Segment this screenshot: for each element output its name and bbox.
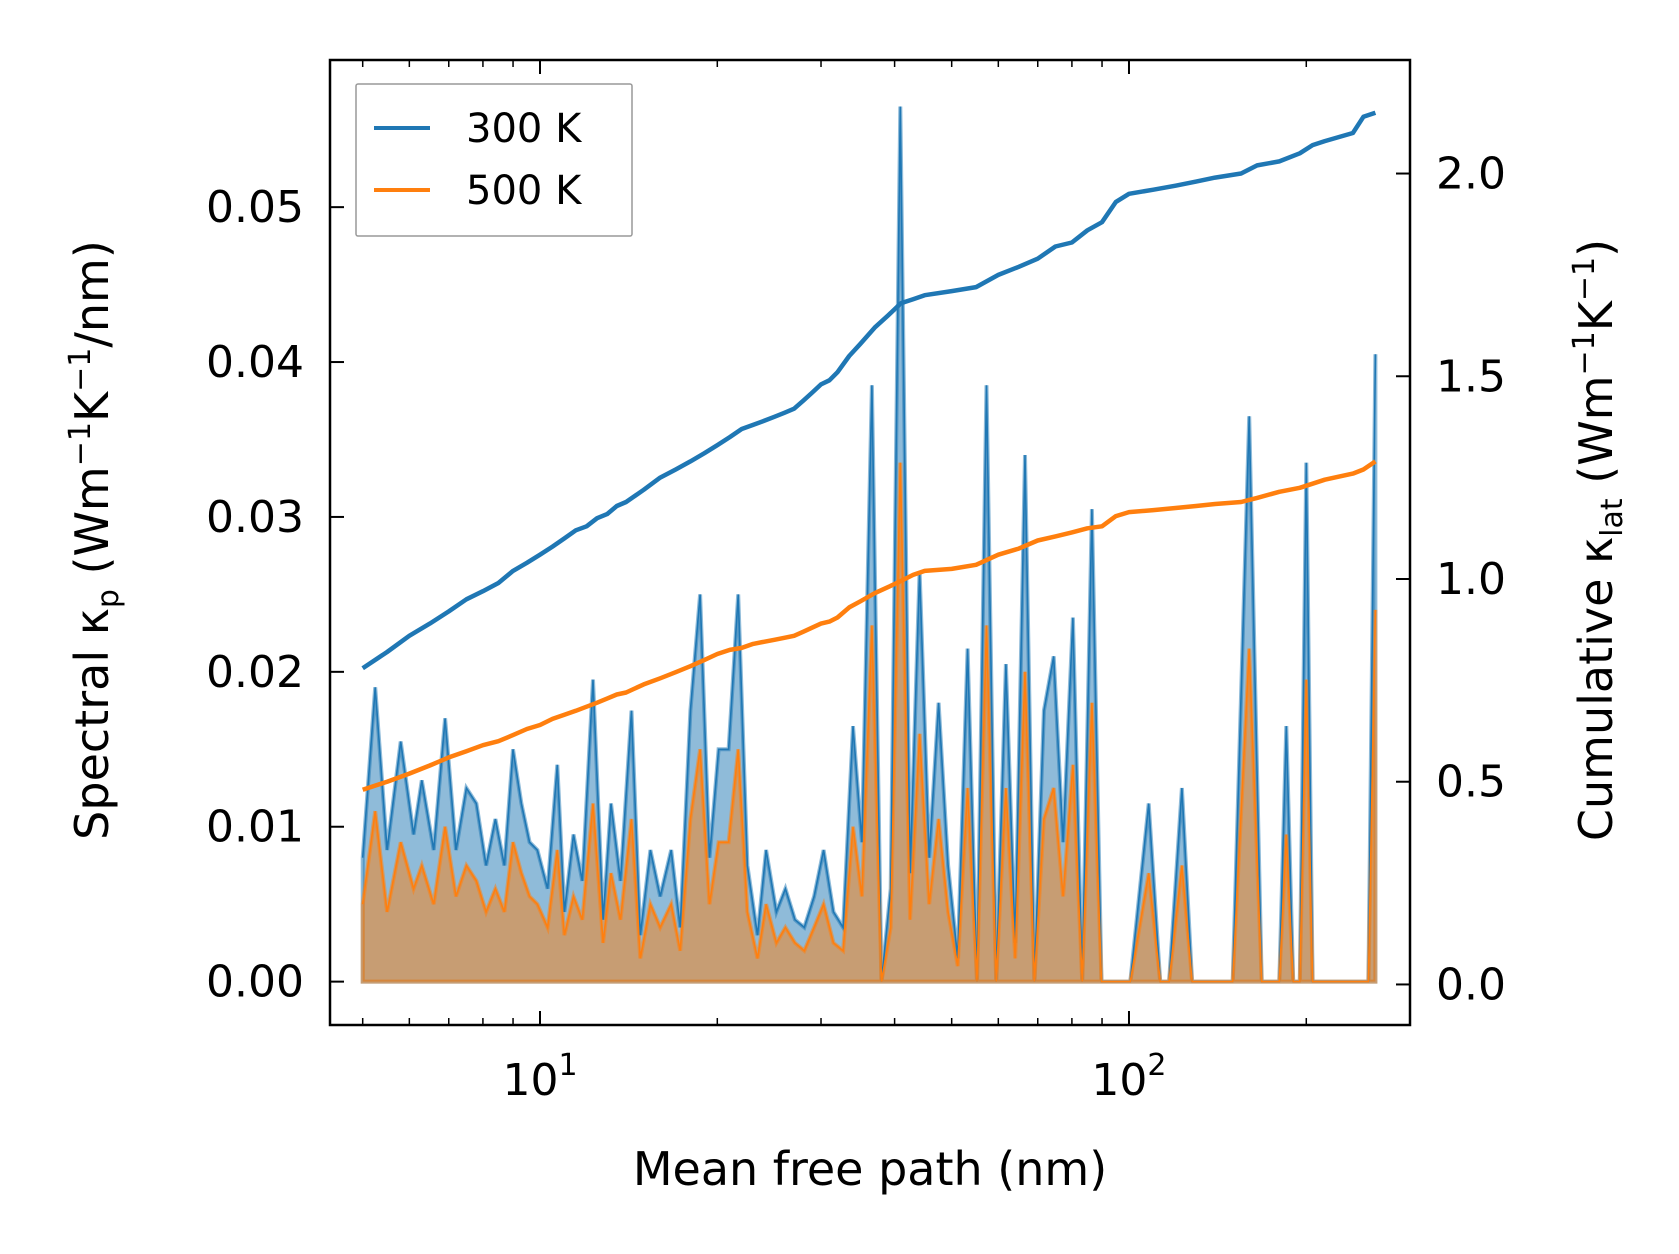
y-axis-left-label: Spectral κp (Wm−1K−1/nm): [63, 240, 126, 840]
tick-layer: [330, 60, 1411, 1025]
y-left-tick-label: 0.05: [206, 182, 304, 233]
cumulative-line-layer: [361, 110, 1377, 792]
y-left-tick-label: 0.02: [206, 647, 304, 698]
y-right-tick-label: 0.0: [1436, 959, 1506, 1010]
y-left-tick-label: 0.00: [206, 957, 304, 1008]
y-right-tick-label: 1.0: [1436, 554, 1506, 605]
legend-box: [355, 83, 633, 237]
spectral-line-layer: [361, 106, 1377, 983]
y-right-tick-label: 2.0: [1436, 149, 1506, 200]
spectral-line-300k: [361, 106, 1377, 983]
legend-label-500k: 500 K: [466, 168, 583, 214]
y-left-tick-label: 0.04: [206, 337, 304, 388]
x-tick-label: 102: [1091, 1048, 1166, 1106]
plot-frame: [328, 58, 1412, 1027]
cumulative-line-300k: [361, 110, 1377, 671]
y-left-tick-label: 0.01: [206, 802, 304, 853]
spectral-line-500k: [361, 462, 1377, 983]
tick-label-layer: 0.00 0.01 0.02 0.03 0.04 0.05 0.0 0.5 1.0 1.5 2.0 1…: [206, 149, 1506, 1106]
y-axis-right-label: Cumulative κlat (Wm−1K−1): [1567, 239, 1630, 841]
cumulative-line-500k: [361, 459, 1377, 792]
x-tick-label: 101: [502, 1048, 577, 1106]
legend: 300 K 500 K: [355, 83, 633, 237]
legend-label-300k: 300 K: [466, 106, 583, 152]
x-axis-label: Mean free path (nm): [633, 1142, 1107, 1196]
y-right-tick-label: 1.5: [1436, 351, 1506, 402]
y-left-tick-label: 0.03: [206, 492, 304, 543]
y-right-tick-label: 0.5: [1436, 757, 1506, 808]
